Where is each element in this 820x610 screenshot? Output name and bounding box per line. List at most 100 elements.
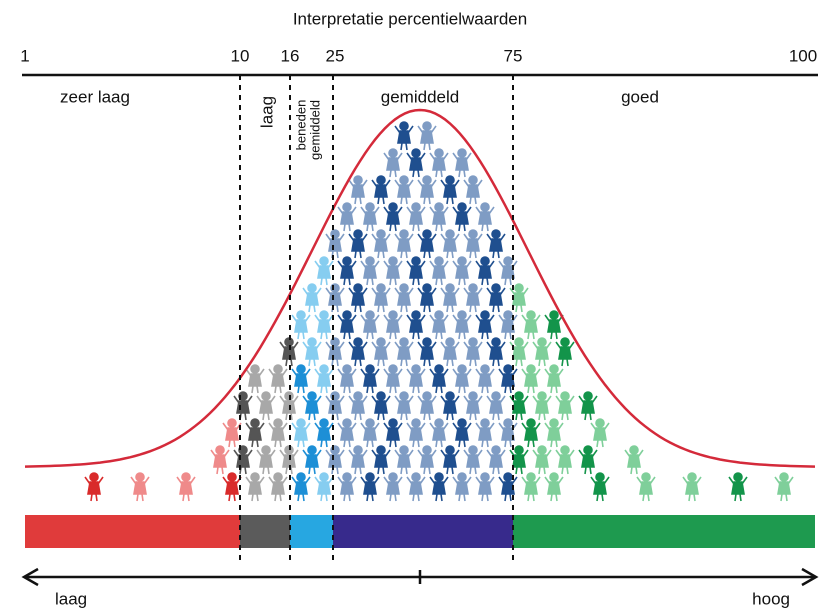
figure <box>211 446 229 474</box>
figure <box>315 365 333 393</box>
figure <box>326 230 344 258</box>
figure <box>464 338 482 366</box>
figure <box>326 284 344 312</box>
figure <box>338 311 356 339</box>
figure <box>292 419 310 447</box>
figure <box>349 392 367 420</box>
figure <box>418 338 436 366</box>
figure <box>487 392 505 420</box>
tick-label: 16 <box>281 46 300 65</box>
figure <box>315 419 333 447</box>
axis-high-label: hoog <box>752 589 790 608</box>
zone-label: zeer laag <box>60 87 130 106</box>
figure <box>430 311 448 339</box>
figure <box>453 257 471 285</box>
figure <box>510 338 528 366</box>
zone-bar <box>333 515 513 548</box>
figure <box>499 473 517 501</box>
figure <box>361 419 379 447</box>
figure <box>441 176 459 204</box>
figure <box>579 392 597 420</box>
figure <box>441 392 459 420</box>
zone-label: gemiddeld <box>381 87 459 106</box>
figure <box>361 311 379 339</box>
figure <box>372 392 390 420</box>
axis-low-label: laag <box>55 589 87 608</box>
figure <box>384 365 402 393</box>
figure <box>407 257 425 285</box>
figure <box>441 446 459 474</box>
figure <box>453 149 471 177</box>
zone-bar <box>240 515 290 548</box>
figure <box>223 473 241 501</box>
figure <box>407 365 425 393</box>
figure <box>545 365 563 393</box>
figure <box>349 230 367 258</box>
figure <box>430 203 448 231</box>
figure <box>292 473 310 501</box>
figure <box>257 446 275 474</box>
figure <box>430 257 448 285</box>
figure <box>349 338 367 366</box>
figure <box>177 473 195 501</box>
figure <box>464 230 482 258</box>
figure <box>591 473 609 501</box>
figure <box>280 338 298 366</box>
figure <box>533 446 551 474</box>
figure <box>361 473 379 501</box>
figure <box>303 284 321 312</box>
figure <box>556 446 574 474</box>
figure <box>315 473 333 501</box>
figure <box>338 257 356 285</box>
figure <box>476 419 494 447</box>
figure <box>418 230 436 258</box>
figure <box>522 419 540 447</box>
figure <box>637 473 655 501</box>
figure <box>246 473 264 501</box>
figure <box>384 203 402 231</box>
figure <box>246 419 264 447</box>
figure <box>533 392 551 420</box>
figure <box>453 473 471 501</box>
figure <box>395 446 413 474</box>
figure <box>464 446 482 474</box>
figure <box>338 203 356 231</box>
figure <box>292 311 310 339</box>
figure <box>729 473 747 501</box>
figure <box>418 284 436 312</box>
figure <box>476 257 494 285</box>
figure <box>545 419 563 447</box>
zone-bar <box>290 515 333 548</box>
figure <box>683 473 701 501</box>
figure <box>430 365 448 393</box>
figure <box>372 230 390 258</box>
figure <box>430 149 448 177</box>
figure <box>269 365 287 393</box>
figure <box>246 365 264 393</box>
figure <box>361 365 379 393</box>
tick-label: 75 <box>504 46 523 65</box>
figure <box>499 311 517 339</box>
zone-label: laag <box>257 96 276 128</box>
title: Interpretatie percentielwaarden <box>293 9 527 28</box>
figure <box>384 473 402 501</box>
figure <box>522 473 540 501</box>
figure <box>361 257 379 285</box>
figure <box>407 311 425 339</box>
figure <box>545 473 563 501</box>
figure <box>395 338 413 366</box>
figure <box>384 149 402 177</box>
figure <box>372 446 390 474</box>
figure <box>487 338 505 366</box>
figure <box>303 446 321 474</box>
tick-label: 100 <box>789 46 817 65</box>
figure <box>338 419 356 447</box>
figure <box>349 176 367 204</box>
figure <box>579 446 597 474</box>
figure <box>349 446 367 474</box>
figure <box>372 284 390 312</box>
figure <box>395 176 413 204</box>
figure <box>556 338 574 366</box>
figure <box>384 419 402 447</box>
figure <box>499 365 517 393</box>
